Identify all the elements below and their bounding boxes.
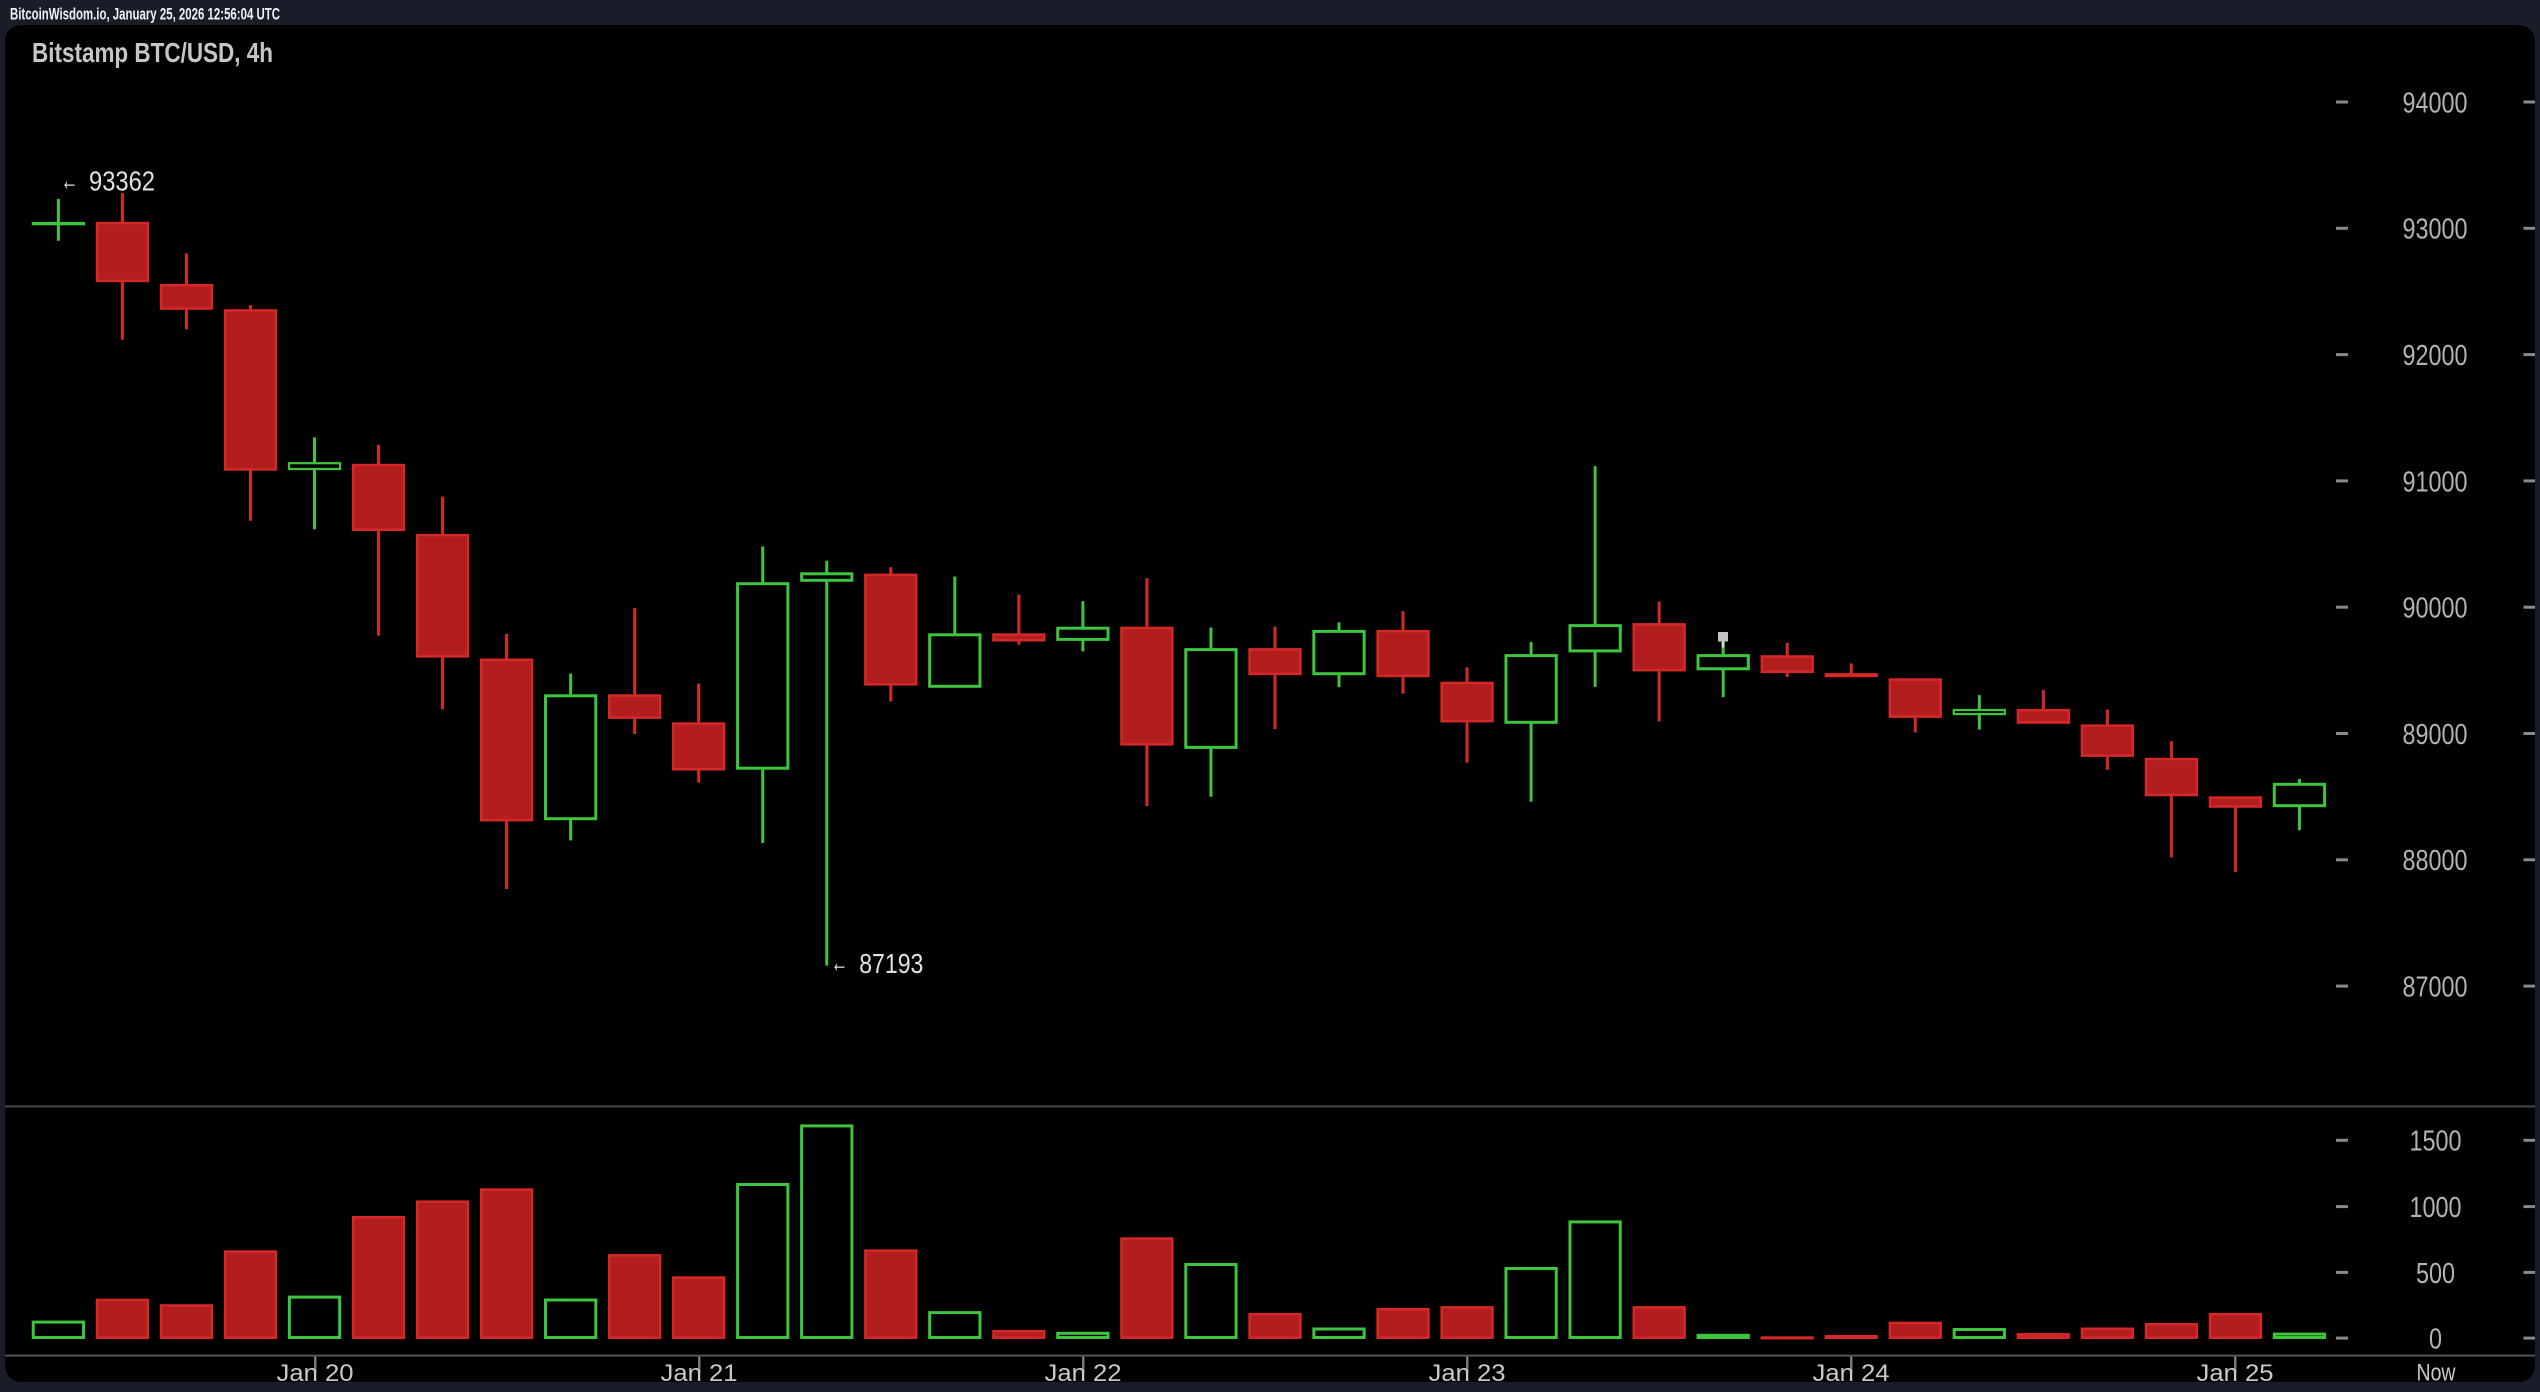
svg-text:Jan 24: Jan 24: [1813, 1360, 1890, 1387]
svg-text:Jan 21: Jan 21: [661, 1360, 738, 1387]
svg-text:1500: 1500: [2410, 1126, 2462, 1158]
svg-text:Jan 22: Jan 22: [1045, 1360, 1122, 1387]
svg-text:BitcoinWisdom.io, January 25,: BitcoinWisdom.io, January 25, 2026 12:56…: [10, 5, 280, 24]
svg-text:93362: 93362: [89, 166, 155, 197]
svg-text:Jan 20: Jan 20: [277, 1360, 354, 1387]
svg-text:←: ←: [831, 946, 848, 979]
svg-text:1000: 1000: [2410, 1192, 2462, 1224]
svg-text:92000: 92000: [2403, 340, 2468, 372]
svg-text:87000: 87000: [2403, 972, 2468, 1004]
svg-text:Bitstamp BTC/USD, 4h: Bitstamp BTC/USD, 4h: [32, 37, 273, 68]
svg-text:Now: Now: [2417, 1360, 2456, 1387]
svg-text:94000: 94000: [2403, 87, 2468, 119]
svg-text:90000: 90000: [2403, 593, 2468, 625]
svg-text:88000: 88000: [2403, 845, 2468, 877]
svg-text:Jan 23: Jan 23: [1429, 1360, 1506, 1387]
svg-text:87193: 87193: [859, 948, 923, 979]
svg-text:←: ←: [61, 164, 78, 197]
svg-text:93000: 93000: [2403, 214, 2468, 246]
svg-text:Jan 25: Jan 25: [2197, 1360, 2274, 1387]
svg-text:89000: 89000: [2403, 719, 2468, 751]
svg-text:500: 500: [2416, 1258, 2455, 1290]
svg-text:0: 0: [2429, 1324, 2442, 1356]
svg-text:91000: 91000: [2403, 466, 2468, 498]
